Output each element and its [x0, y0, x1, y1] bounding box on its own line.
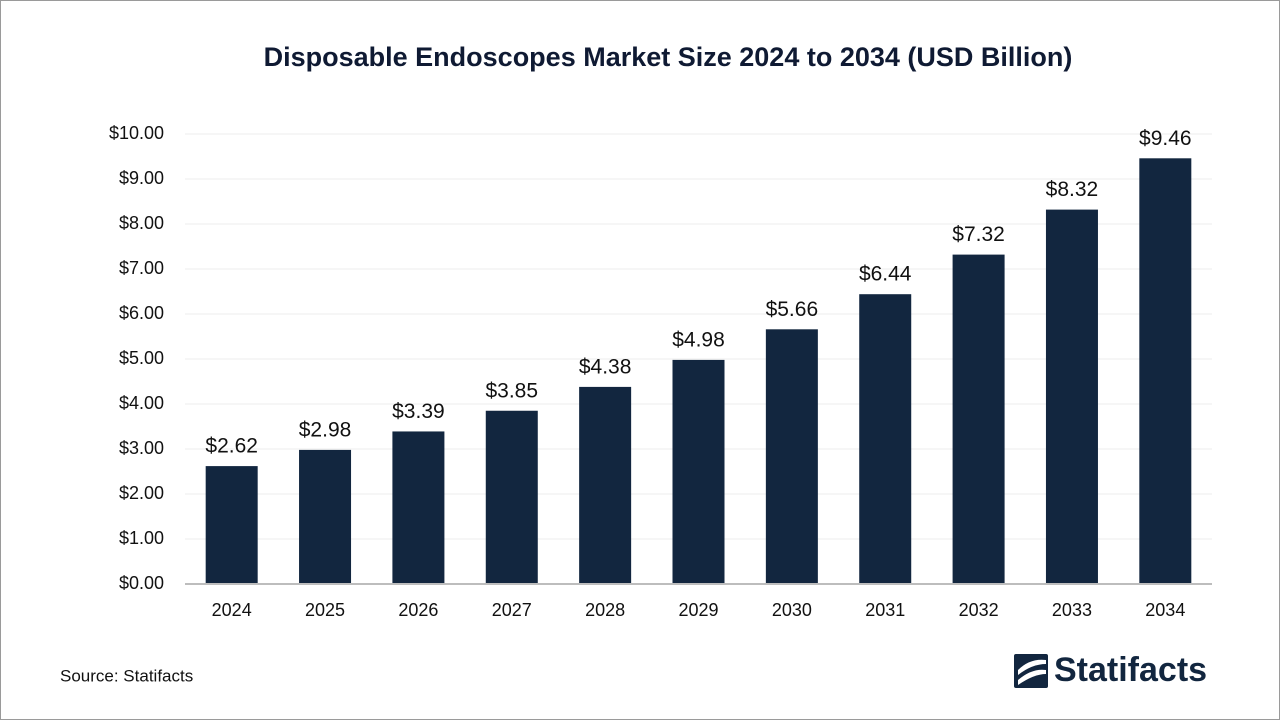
y-tick-label: $9.00: [119, 168, 164, 188]
bar: [859, 294, 912, 584]
bar: [672, 359, 725, 584]
value-label: $3.85: [485, 379, 538, 402]
x-tick-label: 2029: [678, 600, 718, 620]
x-tick-label: 2034: [1145, 600, 1185, 620]
bar: [765, 329, 818, 584]
logo-text: Statifacts: [1054, 651, 1207, 689]
bar: [205, 466, 258, 584]
bar: [392, 431, 445, 584]
value-label: $9.46: [1139, 127, 1192, 150]
x-tick-label: 2030: [772, 600, 812, 620]
y-tick-label: $5.00: [119, 348, 164, 368]
x-tick-label: 2026: [398, 600, 438, 620]
x-tick-label: 2031: [865, 600, 905, 620]
y-tick-label: $4.00: [119, 393, 164, 413]
y-tick-label: $1.00: [119, 528, 164, 548]
value-label: $6.44: [859, 263, 912, 286]
chart-title: Disposable Endoscopes Market Size 2024 t…: [264, 42, 1073, 72]
y-tick-label: $3.00: [119, 438, 164, 458]
value-label: $2.62: [205, 435, 258, 458]
x-tick-label: 2028: [585, 600, 625, 620]
bar: [579, 386, 632, 584]
x-tick-label: 2027: [492, 600, 532, 620]
x-tick-label: 2024: [212, 600, 252, 620]
bar: [299, 449, 352, 584]
bar: [1139, 158, 1192, 585]
value-label: $4.98: [672, 328, 725, 351]
x-tick-label: 2032: [959, 600, 999, 620]
bar: [485, 410, 538, 584]
bar: [952, 254, 1005, 584]
y-tick-label: $0.00: [119, 573, 164, 593]
y-tick-label: $7.00: [119, 258, 164, 278]
y-tick-label: $8.00: [119, 213, 164, 233]
x-tick-label: 2025: [305, 600, 345, 620]
logo-icon: [1014, 654, 1048, 688]
value-label: $2.98: [299, 418, 352, 441]
x-tick-label: 2033: [1052, 600, 1092, 620]
y-tick-label: $2.00: [119, 483, 164, 503]
value-label: $3.39: [392, 400, 445, 423]
bar: [1045, 209, 1098, 584]
y-tick-label: $10.00: [109, 123, 164, 143]
value-label: $4.38: [579, 355, 632, 378]
value-label: $8.32: [1046, 178, 1099, 201]
source-note: Source: Statifacts: [60, 666, 193, 685]
value-label: $7.32: [952, 223, 1005, 246]
y-tick-label: $6.00: [119, 303, 164, 323]
value-label: $5.66: [766, 298, 819, 321]
